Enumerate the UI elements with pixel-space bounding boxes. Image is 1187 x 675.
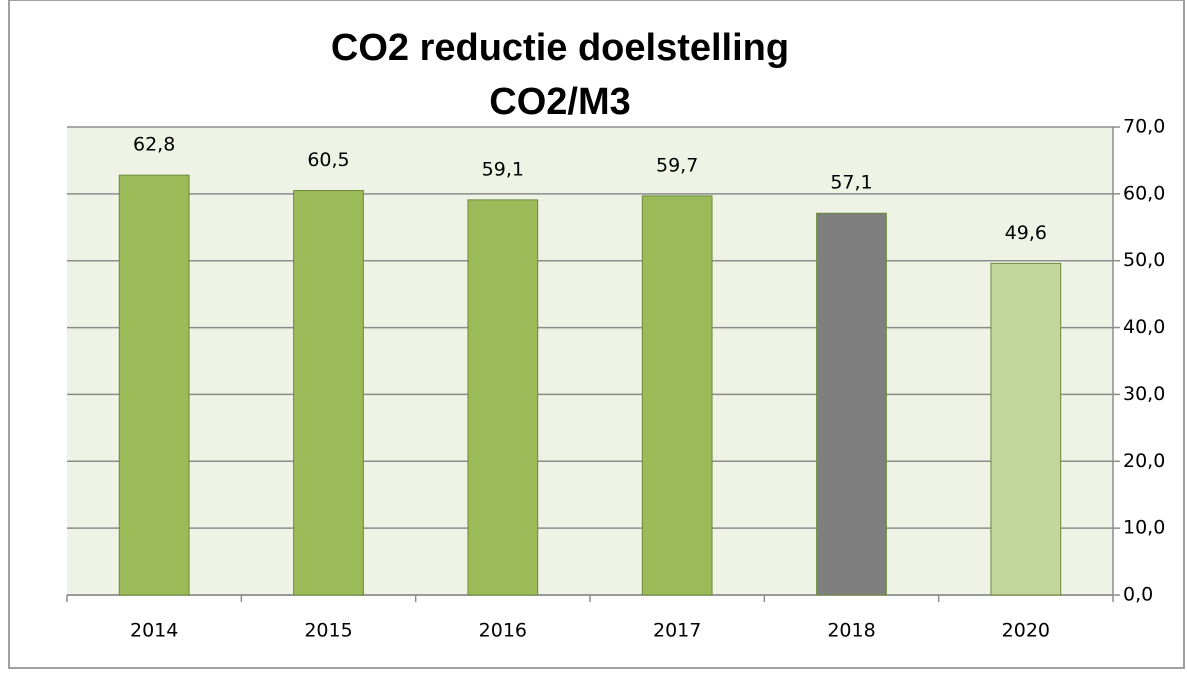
- bar: [467, 199, 539, 596]
- y-tick-label: 50,0: [1123, 249, 1165, 271]
- data-label: 60,5: [307, 149, 349, 171]
- chart-subtitle: CO2/M3: [489, 81, 630, 123]
- y-tick-label: 40,0: [1123, 316, 1165, 338]
- bar: [816, 212, 887, 596]
- data-label: 57,1: [830, 172, 872, 194]
- bar: [293, 190, 364, 596]
- x-tick-label: 2020: [1002, 620, 1050, 642]
- chart-title: CO2 reductie doelstelling: [331, 27, 789, 69]
- data-label: 59,1: [482, 158, 524, 180]
- x-tick-label: 2014: [130, 620, 178, 642]
- y-tick-label: 10,0: [1123, 517, 1165, 539]
- y-tick-label: 30,0: [1123, 383, 1165, 405]
- y-tick-label: 70,0: [1123, 116, 1165, 138]
- data-label: 62,8: [133, 134, 175, 156]
- bar: [118, 174, 190, 596]
- x-tick-label: 2018: [827, 620, 875, 642]
- bar: [990, 262, 1062, 596]
- x-tick-label: 2015: [304, 620, 352, 642]
- data-label: 59,7: [656, 154, 698, 176]
- x-tick-label: 2016: [479, 620, 527, 642]
- data-label: 49,6: [1005, 222, 1047, 244]
- x-tick-label: 2017: [653, 620, 701, 642]
- y-tick-label: 20,0: [1123, 450, 1165, 472]
- bar: [641, 195, 713, 596]
- plot-area: [67, 127, 1113, 595]
- y-tick-label: 60,0: [1123, 182, 1165, 204]
- y-tick-label: 0,0: [1123, 584, 1153, 606]
